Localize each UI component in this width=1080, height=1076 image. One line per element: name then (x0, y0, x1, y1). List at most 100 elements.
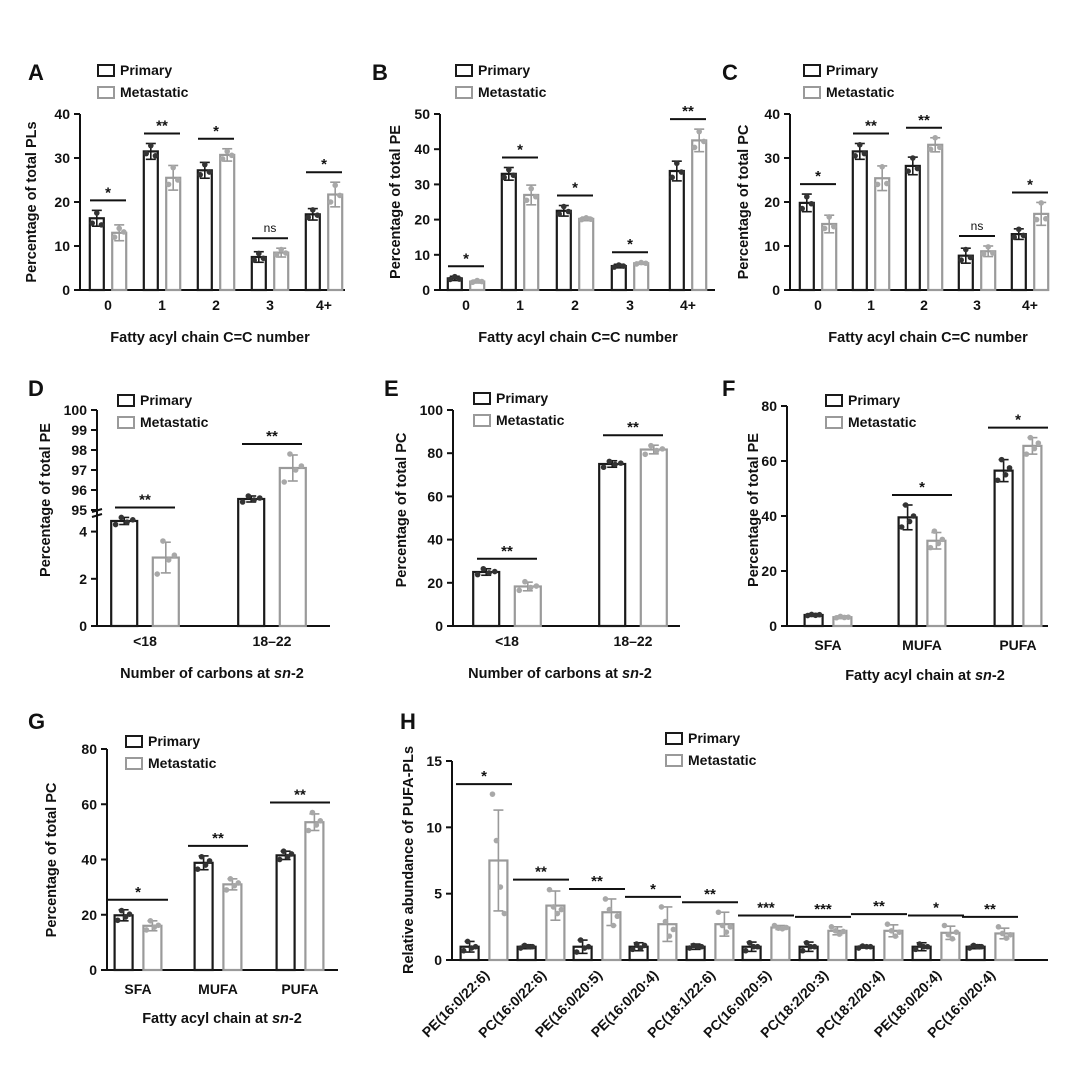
data-point (231, 882, 238, 889)
data-point (999, 930, 1006, 937)
legend-swatch-metastatic (97, 86, 115, 99)
data-point (309, 809, 316, 816)
data-point (803, 939, 810, 946)
data-point (121, 229, 127, 235)
data-point (614, 913, 621, 920)
y-tick-label: 40 (54, 106, 70, 122)
bar-metastatic (273, 251, 290, 292)
data-point (170, 164, 176, 171)
y-tick-label: 30 (54, 150, 70, 166)
data-point (114, 917, 121, 924)
significance-label: * (919, 479, 925, 496)
legend-swatch-metastatic (825, 416, 843, 429)
data-point (280, 848, 287, 855)
legend-swatch-primary (117, 394, 135, 407)
x-axis-title-part: Fatty acyl chain C=C number (110, 330, 310, 346)
data-point (165, 181, 172, 188)
data-point (1020, 232, 1027, 239)
data-point (452, 273, 458, 280)
significance-label: ** (627, 419, 639, 436)
data-point (224, 148, 230, 155)
y-tick-label: 0 (62, 282, 70, 298)
data-point (633, 261, 640, 267)
data-point (980, 251, 987, 257)
data-point (1006, 465, 1013, 471)
x-category-label: 2 (212, 297, 220, 313)
data-point (276, 856, 283, 863)
legend-label-primary: Primary (688, 730, 740, 746)
data-point (638, 259, 644, 266)
data-point (155, 922, 162, 929)
legend: Primary Metastatic (803, 62, 895, 100)
data-point (143, 927, 150, 933)
data-point (701, 138, 707, 145)
data-point (945, 931, 952, 938)
x-category-label: 18–22 (614, 633, 653, 649)
x-category-label: 3 (626, 297, 634, 313)
legend-label-metastatic: Metastatic (148, 755, 217, 771)
data-point (995, 924, 1002, 930)
bar-primary (798, 201, 815, 292)
data-point (958, 257, 964, 263)
data-point (633, 941, 640, 947)
data-point (305, 827, 312, 834)
y-tick-label: 40 (427, 532, 443, 548)
data-point (124, 519, 130, 525)
significance-label: * (321, 156, 327, 173)
data-point (662, 918, 669, 925)
x-category-label: 0 (814, 297, 822, 313)
data-point (239, 499, 246, 505)
bar-metastatic (926, 539, 947, 628)
x-category-label: PUFA (999, 637, 1036, 653)
data-point (804, 193, 810, 200)
bar-metastatic (821, 222, 838, 292)
x-category-label: 2 (920, 297, 928, 313)
y-tick-label: 40 (81, 852, 97, 868)
data-point (229, 152, 235, 159)
bar-primary (110, 519, 139, 628)
x-axis-title-part: -2 (992, 668, 1005, 684)
legend-swatch-primary (97, 64, 115, 77)
x-category-label: 4+ (680, 297, 696, 313)
x-axis-title-part: sn (272, 1011, 289, 1027)
axis-break-mark (91, 513, 103, 518)
significance-label: * (650, 881, 656, 898)
data-point (219, 156, 226, 162)
data-point (550, 904, 557, 910)
legend-label-primary: Primary (140, 392, 192, 408)
legend-swatch-metastatic (125, 757, 143, 770)
data-point (98, 222, 105, 228)
x-category-label: <18 (133, 633, 157, 649)
x-axis-title-part: sn (622, 666, 639, 682)
y-tick-label: 100 (64, 402, 88, 418)
bar-metastatic (927, 143, 944, 292)
data-point (529, 943, 536, 950)
data-point (939, 536, 946, 543)
data-point (171, 552, 178, 558)
significance-label: ** (212, 830, 224, 847)
data-point (554, 910, 561, 917)
legend-label-primary: Primary (826, 62, 878, 78)
data-point (1007, 931, 1014, 938)
x-axis-title-part: sn (274, 666, 291, 682)
panel-e: E Primary Metastatic 0 20 40 60 80 100 Percentage… (384, 376, 680, 682)
data-point (493, 837, 500, 844)
data-point (648, 442, 654, 449)
data-point (840, 928, 847, 935)
data-point (698, 943, 705, 950)
data-point (175, 177, 181, 183)
data-point (612, 461, 618, 468)
bar-primary (472, 570, 501, 628)
data-point (678, 169, 685, 175)
legend-swatch-metastatic (455, 86, 473, 99)
data-point (863, 943, 870, 950)
data-point (198, 853, 205, 860)
y-tick-label: 0 (435, 618, 443, 634)
y-axis-title: Percentage of total PLs (24, 121, 40, 282)
data-point (910, 155, 916, 161)
data-point (715, 909, 722, 916)
data-point (990, 250, 996, 256)
data-point (658, 904, 665, 910)
significance-label: ** (865, 117, 877, 134)
y-axis-title: Percentage of total PC (44, 782, 60, 937)
